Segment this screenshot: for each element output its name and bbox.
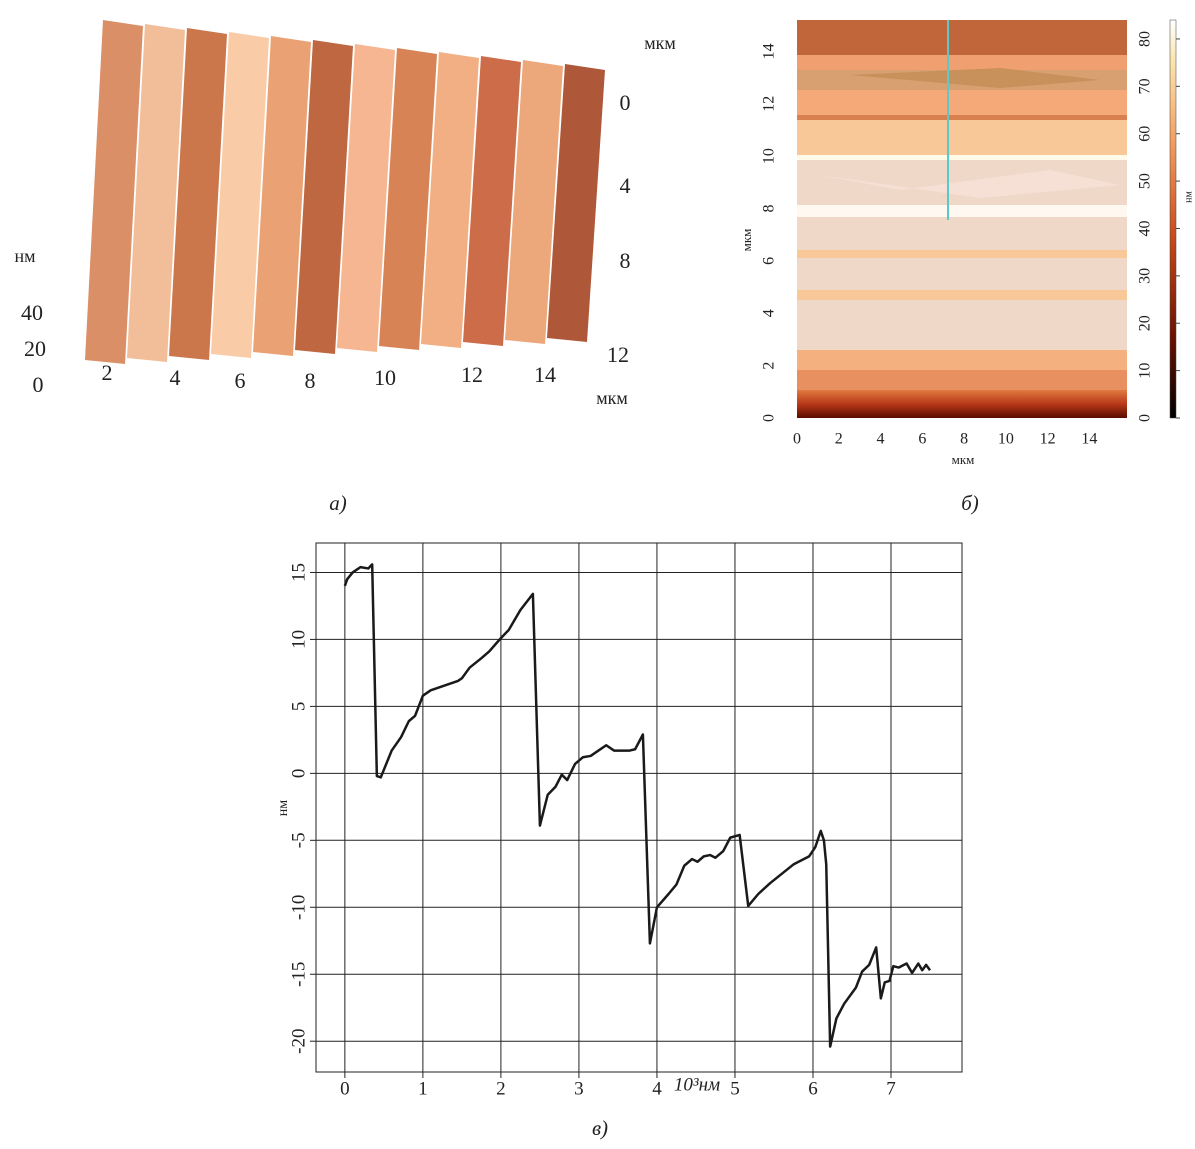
- map-band: [797, 115, 1127, 120]
- map-band: [797, 370, 1127, 390]
- panel-b: 0 2 4 6 8 10 12 14 0 2 4 6 8 10 12 14 0 10 20 30 40 50 60 70 80 м…: [739, 20, 1194, 515]
- x-tick-label: 8: [960, 431, 968, 448]
- x-tick-label: 5: [730, 1078, 740, 1099]
- y-tick-label: 8: [620, 248, 631, 273]
- x-tick-label: 4: [652, 1078, 662, 1099]
- y-tick-label: 10: [288, 630, 309, 649]
- page: 24681012140481202040мкммкмнма) 024681012…: [0, 0, 1195, 1149]
- map-band: [797, 155, 1127, 160]
- x-tick-label: 4: [170, 365, 181, 390]
- x-tick-label: 6: [235, 368, 246, 393]
- y-axis-label: мкм: [739, 229, 754, 252]
- x-tick-label: 14: [534, 362, 556, 387]
- y-tick-label: 0: [288, 769, 309, 779]
- z-tick-label: 20: [24, 336, 46, 361]
- x-tick-label: 1: [418, 1078, 428, 1099]
- x-tick-label: 4: [877, 431, 885, 448]
- x-axis-label: 10³нм: [674, 1074, 720, 1095]
- map-band: [797, 217, 1127, 350]
- plot-frame: [316, 543, 962, 1072]
- y-tick-label: 0: [761, 414, 778, 422]
- map-band: [797, 205, 1127, 217]
- y-tick-label: 0: [620, 90, 631, 115]
- x-tick-label: 12: [1040, 431, 1056, 448]
- colorbar-tick-label: 30: [1137, 268, 1154, 284]
- colorbar-tick-label: 80: [1137, 31, 1154, 47]
- caption: а): [329, 491, 347, 515]
- y-tick-label: 12: [607, 342, 629, 367]
- x-tick-label: 10: [998, 431, 1014, 448]
- map-band: [797, 20, 1127, 55]
- y-tick-label: 14: [761, 43, 778, 59]
- y-tick-label: 2: [761, 362, 778, 370]
- colorbar-tick-label: 20: [1137, 315, 1154, 331]
- x-axis-label: мкм: [596, 388, 628, 408]
- x-tick-label: 2: [835, 431, 843, 448]
- map-band: [797, 55, 1127, 70]
- panel-c: 0 1 2 3 4 5 6 7 15 10 5 0 -5 -10 -15 -20 10³нм нм в): [276, 543, 962, 1140]
- y-tick-label: 10: [761, 148, 778, 164]
- colorbar-label: нм: [1183, 190, 1194, 202]
- x-tick-label: 3: [574, 1078, 584, 1099]
- y-tick-label: 5: [288, 702, 309, 712]
- map-band: [797, 90, 1127, 115]
- x-tick-label: 0: [340, 1078, 350, 1099]
- x-tick-label: 8: [305, 368, 316, 393]
- x-tick-label: 6: [808, 1078, 818, 1099]
- colorbar-tick-label: 0: [1137, 414, 1154, 422]
- x-tick-label: 7: [886, 1078, 896, 1099]
- x-tick-label: 2: [102, 360, 113, 385]
- map-band: [797, 390, 1127, 418]
- map-band: [797, 350, 1127, 370]
- y-tick-label: -5: [288, 832, 309, 848]
- map-band: [797, 290, 1127, 300]
- y-tick-label: -10: [288, 895, 309, 920]
- x-axis-label: мкм: [952, 452, 975, 467]
- colorbar-tick-label: 40: [1137, 220, 1154, 236]
- y-tick-label: 8: [761, 205, 778, 213]
- colorbar-tick-label: 60: [1137, 126, 1154, 142]
- x-tick-label: 0: [793, 431, 801, 448]
- y-axis-label: нм: [276, 800, 291, 816]
- x-tick-label: 10: [374, 365, 396, 390]
- panel-a: 2 4 6 8 10 12 14 0 4 8 12 0 20 40 мкм мкм нм а): [14, 20, 675, 515]
- colorbar-tick-label: 50: [1137, 173, 1154, 189]
- colorbar-tick-label: 70: [1137, 78, 1154, 94]
- z-tick-label: 0: [33, 372, 44, 397]
- colorbar: [1170, 20, 1176, 418]
- x-tick-label: 6: [918, 431, 926, 448]
- x-tick-label: 14: [1081, 431, 1097, 448]
- y-tick-label: 15: [288, 563, 309, 582]
- y-tick-label: 6: [761, 257, 778, 265]
- map-band: [797, 120, 1127, 155]
- x-tick-label: 2: [496, 1078, 506, 1099]
- z-tick-label: 40: [21, 300, 43, 325]
- y-tick-label: 12: [761, 96, 778, 112]
- y-tick-label: 4: [761, 309, 778, 317]
- y-tick-label: -20: [288, 1029, 309, 1054]
- figure: 24681012140481202040мкммкмнма) 024681012…: [0, 0, 1195, 1144]
- y-axis-label: мкм: [644, 33, 676, 53]
- caption: в): [592, 1116, 608, 1140]
- caption: б): [961, 491, 979, 515]
- y-tick-label: -15: [288, 962, 309, 987]
- z-axis-label: нм: [14, 246, 35, 266]
- colorbar-tick-label: 10: [1137, 363, 1154, 379]
- x-tick-label: 12: [461, 362, 483, 387]
- y-tick-label: 4: [620, 173, 631, 198]
- map-band: [797, 250, 1127, 258]
